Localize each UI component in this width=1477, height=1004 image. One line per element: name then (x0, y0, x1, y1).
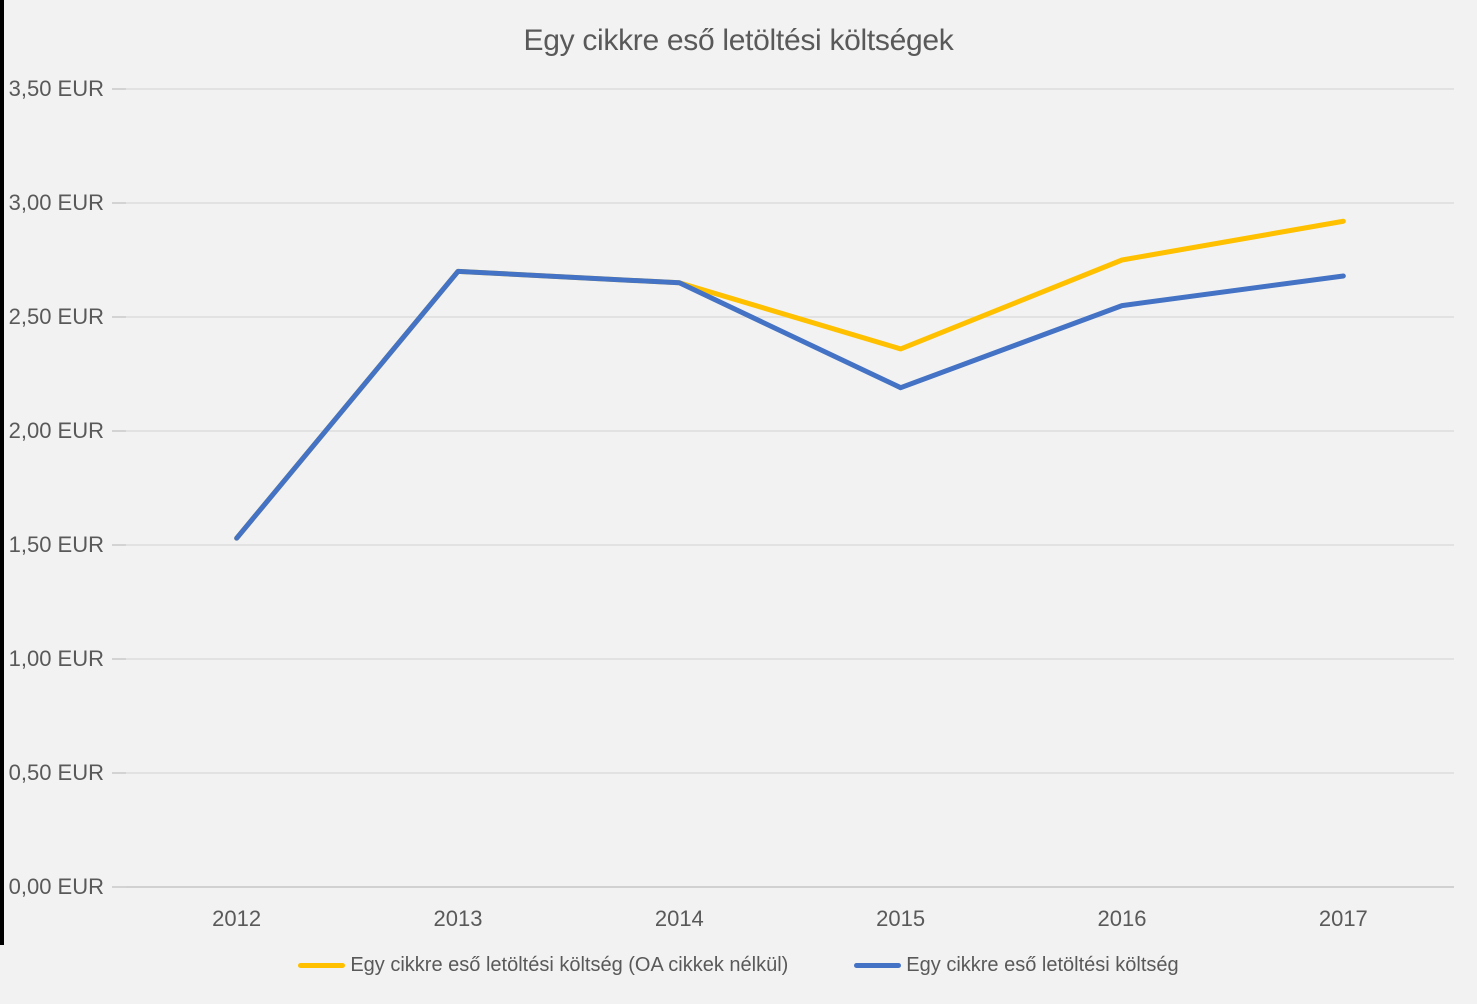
y-axis-tick-label: 1,00 EUR (8, 646, 104, 671)
legend: Egy cikkre eső letöltési költség (OA cik… (0, 954, 1477, 977)
legend-line-swatch (298, 963, 346, 968)
series-line-1 (234, 268, 1346, 541)
x-axis-tick-label: 2013 (433, 906, 483, 931)
left-edge-artifact (0, 0, 4, 945)
x-axis-tick-label: 2014 (654, 906, 704, 931)
x-axis-tick-label: 2015 (876, 906, 926, 931)
y-axis-tick-label: 0,00 EUR (8, 874, 104, 899)
y-axis-tick-label: 2,50 EUR (8, 304, 104, 329)
y-axis-tick-label: 0,50 EUR (8, 760, 104, 785)
legend-line-swatch (854, 963, 902, 968)
chart-title: Egy cikkre eső letöltési költségek (523, 24, 954, 57)
legend-label: Egy cikkre eső letöltési költség (906, 954, 1179, 976)
x-axis-tick-label: 2017 (1318, 906, 1368, 931)
x-axis-tick-label: 2012 (212, 906, 262, 931)
legend-item-1: Egy cikkre eső letöltési költség (854, 954, 1179, 977)
y-axis-tick-label: 2,00 EUR (8, 418, 104, 443)
x-axis-tick-label: 2016 (1097, 906, 1147, 931)
legend-label: Egy cikkre eső letöltési költség (OA cik… (350, 954, 789, 976)
series-line-0 (234, 218, 1346, 541)
y-axis-tick-label: 1,50 EUR (8, 532, 104, 557)
y-axis-tick-label: 3,50 EUR (8, 76, 104, 101)
y-axis-tick-label: 3,00 EUR (8, 190, 104, 215)
legend-item-0: Egy cikkre eső letöltési költség (OA cik… (298, 954, 788, 977)
